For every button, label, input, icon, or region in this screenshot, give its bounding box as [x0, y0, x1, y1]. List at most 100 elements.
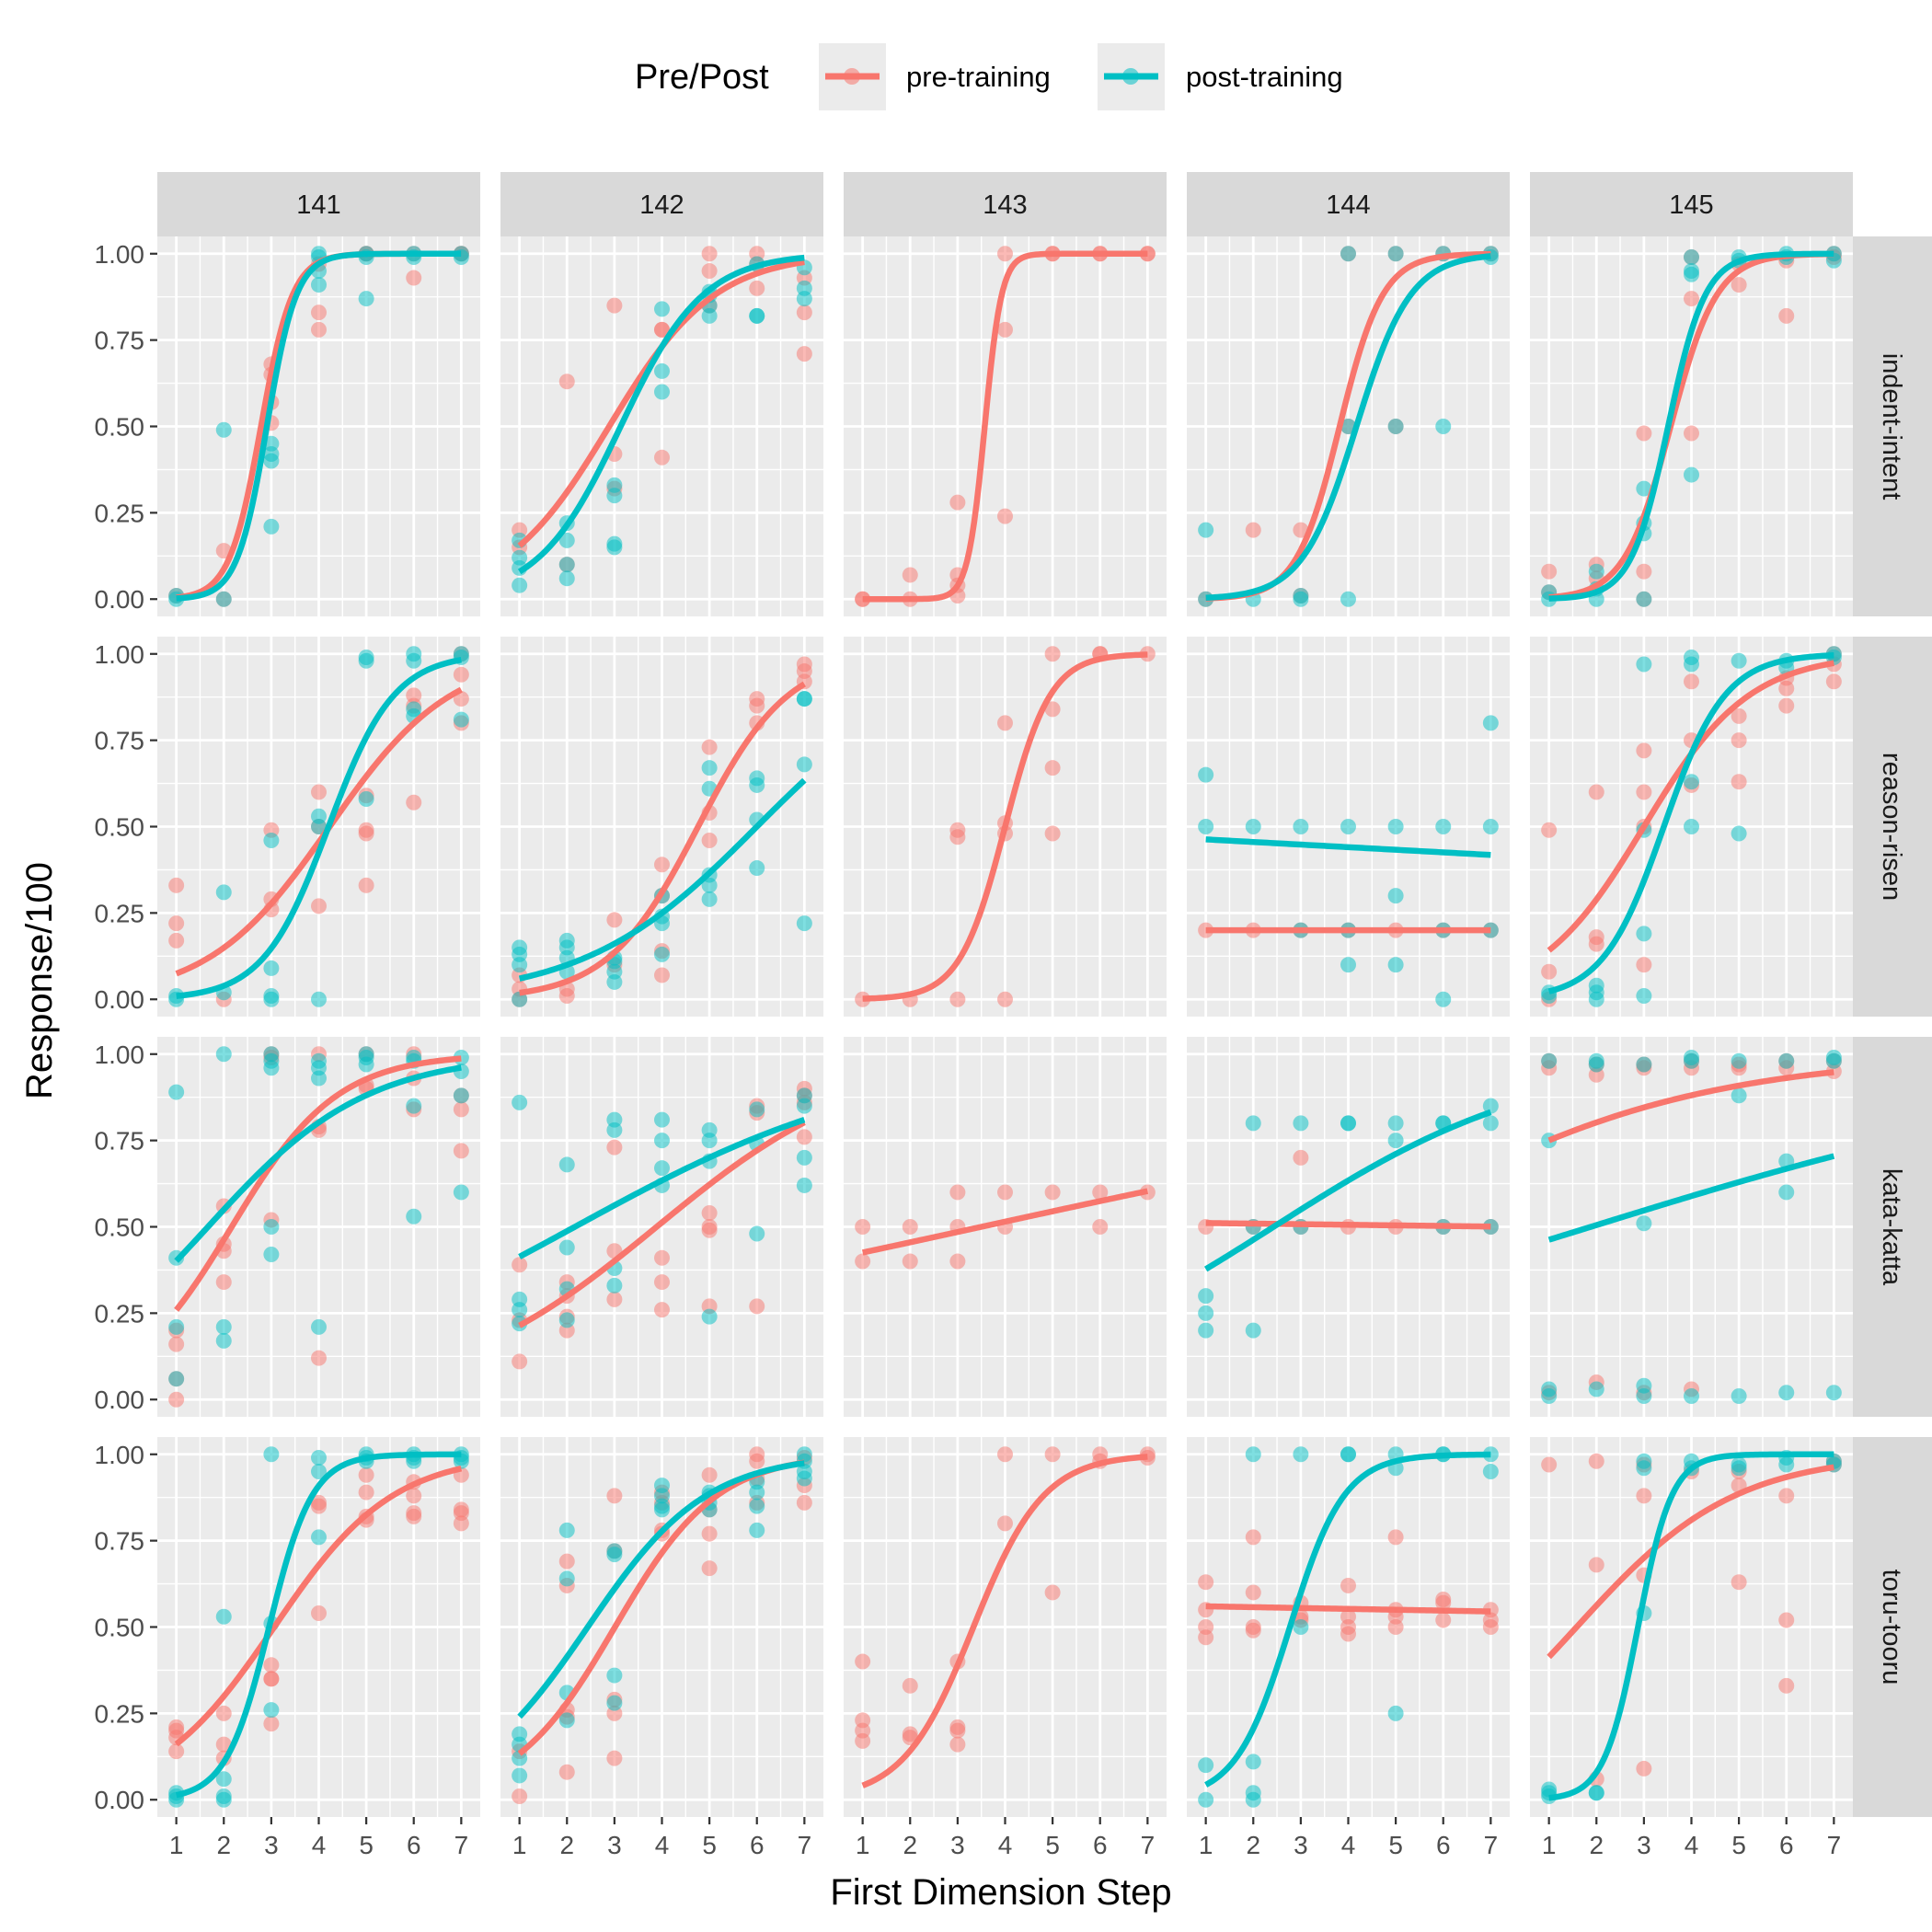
- data-point-post: [263, 960, 280, 976]
- x-tick-label: 1: [1542, 1831, 1557, 1859]
- data-point-post: [1684, 656, 1699, 673]
- panel-toru-tooru-145: 1 2 3 4 5 6 7: [1530, 1437, 1853, 1859]
- strip-background: [1530, 172, 1853, 236]
- data-point-post: [263, 833, 280, 849]
- data-point-post: [215, 1318, 232, 1335]
- panel-reason-risen-145: [1530, 637, 1853, 1017]
- fit-line-post: [1547, 1451, 1835, 1801]
- fit-line-post: [174, 1064, 463, 1263]
- data-point-pre: [997, 1446, 1013, 1463]
- data-point-post: [1684, 466, 1699, 483]
- x-tick-label: 4: [1685, 1831, 1699, 1859]
- x-tick-label: 4: [655, 1831, 670, 1859]
- data-point-pre: [949, 1722, 966, 1739]
- fit-line-pre: [861, 250, 1149, 603]
- panel-kata-katta-141: 0.00 0.25 0.50 0.75 1.00: [95, 1037, 480, 1417]
- data-point-post: [654, 301, 670, 317]
- y-tick-label: 0.75: [95, 1527, 145, 1556]
- data-point-post: [1293, 587, 1309, 604]
- column-strip-145: 145: [1530, 172, 1853, 236]
- data-point-pre: [453, 1101, 469, 1118]
- data-point-pre: [606, 1139, 623, 1156]
- x-tick-label: 6: [1093, 1831, 1108, 1859]
- y-tick-label: 0.75: [95, 1127, 145, 1156]
- data-point-pre: [701, 1560, 718, 1577]
- data-point-pre: [1636, 957, 1652, 973]
- data-point-pre: [855, 1732, 871, 1749]
- data-point-pre: [997, 246, 1013, 262]
- data-point-pre: [1825, 673, 1842, 690]
- data-point-pre: [1636, 784, 1652, 800]
- data-point-post: [1198, 1322, 1214, 1339]
- data-point-post: [1435, 991, 1452, 1007]
- data-point-pre: [1684, 425, 1699, 442]
- data-point-post: [1340, 591, 1356, 607]
- y-tick-label: 0.00: [95, 1386, 145, 1414]
- data-point-post: [1482, 1464, 1499, 1480]
- data-point-post: [606, 1695, 623, 1711]
- data-point-pre: [997, 321, 1013, 338]
- data-point-pre: [654, 1249, 670, 1266]
- data-point-pre: [1684, 291, 1699, 307]
- data-point-pre: [215, 1274, 232, 1291]
- fit-line-pre: [518, 1120, 806, 1328]
- data-point-pre: [1044, 646, 1061, 662]
- data-point-pre: [1044, 1184, 1061, 1201]
- data-point-post: [1387, 419, 1404, 434]
- data-point-pre: [1588, 1453, 1604, 1469]
- data-point-post: [1684, 819, 1699, 834]
- data-point-post: [263, 1247, 280, 1263]
- data-point-pre: [1435, 1594, 1452, 1611]
- fit-line-pre: [1547, 1464, 1835, 1660]
- data-point-post: [1293, 1115, 1309, 1132]
- data-point-post: [512, 1750, 528, 1766]
- data-point-pre: [855, 1219, 871, 1235]
- y-tick-label: 1.00: [95, 1441, 145, 1469]
- legend-label-post: post-training: [1186, 61, 1343, 93]
- data-point-post: [1293, 1619, 1309, 1635]
- data-point-post: [1684, 774, 1699, 790]
- data-point-pre: [1778, 697, 1795, 714]
- data-point-pre: [1044, 825, 1061, 842]
- row-strip-label: kata-katta: [1877, 1168, 1906, 1286]
- data-point-post: [701, 1133, 718, 1149]
- x-tick-label: 3: [607, 1831, 622, 1859]
- data-point-post: [1684, 249, 1699, 266]
- data-point-post: [1778, 1456, 1795, 1473]
- y-tick-label: 0.25: [95, 499, 145, 527]
- legend-point-post: [1122, 68, 1139, 85]
- data-point-pre: [558, 1764, 575, 1780]
- data-point-post: [558, 570, 575, 587]
- data-point-post: [558, 1522, 575, 1538]
- data-point-pre: [1245, 1584, 1261, 1601]
- data-point-post: [1245, 1791, 1261, 1808]
- x-tick-label: 2: [216, 1831, 231, 1859]
- data-point-post: [749, 1484, 765, 1501]
- data-point-post: [654, 1160, 670, 1177]
- fit-line-post: [1204, 836, 1492, 858]
- x-tick-label: 7: [798, 1831, 812, 1859]
- fit-line-pre: [1204, 1220, 1492, 1230]
- data-point-pre: [1387, 1619, 1404, 1635]
- x-tick-label: 2: [559, 1831, 574, 1859]
- data-point-post: [606, 477, 623, 493]
- x-tick-label: 7: [454, 1831, 469, 1859]
- data-point-post: [796, 1149, 812, 1166]
- data-point-post: [263, 991, 280, 1007]
- data-point-post: [1588, 1381, 1604, 1397]
- x-tick-label: 2: [1589, 1831, 1604, 1859]
- data-point-pre: [749, 280, 765, 296]
- data-point-pre: [1636, 563, 1652, 580]
- fit-line-post: [1547, 250, 1835, 602]
- x-tick-label: 6: [407, 1831, 421, 1859]
- row-strip-indent-intent: indent-intent: [1853, 236, 1932, 616]
- data-point-post: [1731, 1460, 1747, 1477]
- data-point-pre: [1684, 673, 1699, 690]
- x-tick-label: 1: [512, 1831, 527, 1859]
- y-tick-label: 0.50: [95, 813, 145, 842]
- data-point-post: [311, 1464, 327, 1480]
- data-point-post: [796, 280, 812, 296]
- data-point-post: [1636, 987, 1652, 1004]
- data-point-post: [558, 1239, 575, 1256]
- x-tick-label: 4: [312, 1831, 327, 1859]
